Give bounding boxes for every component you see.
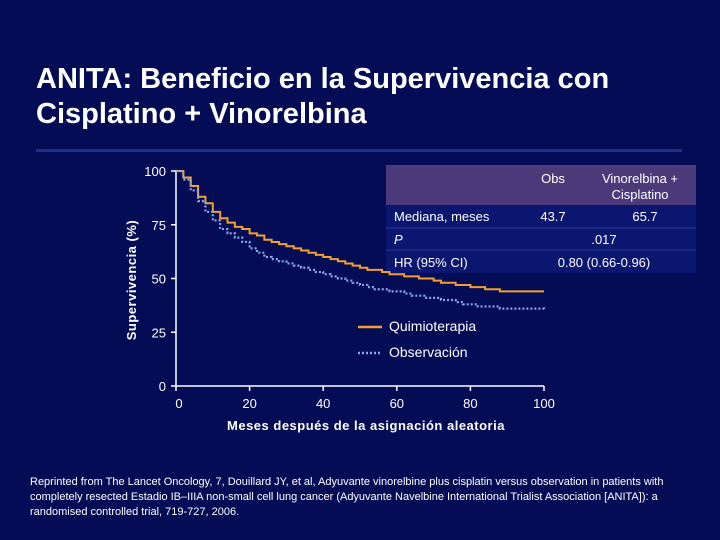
chart-series xyxy=(176,169,546,311)
y-tick-label: 0 xyxy=(159,379,166,394)
x-tick-label: 60 xyxy=(390,396,404,411)
y-tick-label: 50 xyxy=(152,272,166,287)
x-axis-label: Meses después de la asignación aleatoria xyxy=(227,418,505,433)
footnote: Reprinted from The Lancet Oncology, 7, D… xyxy=(30,476,664,518)
slide-title: ANITA: Beneficio en la Supervivencia con… xyxy=(36,62,696,132)
x-tick-label: 20 xyxy=(242,396,256,411)
table-header-obs: Obs xyxy=(541,171,565,186)
title-line-1: ANITA: Beneficio en la Supervivencia con xyxy=(36,63,610,95)
title-line-2: Cisplatino + Vinorelbina xyxy=(36,98,367,130)
x-tick-label: 80 xyxy=(463,396,477,411)
x-tick-label: 0 xyxy=(175,396,182,411)
chart-axes: 0 25 50 75 100 0 20 40 60 80 100 Meses después de l… xyxy=(124,164,555,433)
y-tick-label: 25 xyxy=(152,325,166,340)
legend-label: Observación xyxy=(389,344,468,360)
table-row-label: HR (95% CI) xyxy=(394,255,468,270)
series-quimioterapia-line xyxy=(176,170,544,293)
table-row-span-value: 0.80 (0.66-0.96) xyxy=(558,255,651,270)
series-observacion-line xyxy=(176,169,546,311)
table-row-label: Mediana, meses xyxy=(394,209,490,224)
table-row-obs-value: 43.7 xyxy=(540,209,565,224)
x-tick-label: 100 xyxy=(533,396,555,411)
table-row-vino-value: 65.7 xyxy=(632,209,657,224)
table-row-span-value: .017 xyxy=(591,232,616,247)
y-tick-label: 75 xyxy=(152,218,166,233)
table-row-label: P xyxy=(394,232,403,247)
legend-label: Quimioterapia xyxy=(389,318,476,334)
title-divider xyxy=(36,149,682,152)
table-header-vino: Vinorelbina + Cisplatino xyxy=(602,171,678,202)
y-tick-label: 100 xyxy=(144,164,166,179)
x-tick-label: 40 xyxy=(316,396,330,411)
y-axis-label: Supervivencia (%) xyxy=(124,220,139,341)
stats-table: Obs Vinorelbina + Cisplatino Mediana, meses… xyxy=(386,165,696,273)
chart-legend: Quimioterapia Observación xyxy=(358,318,476,360)
table-body-bg xyxy=(386,205,696,273)
table-header-bg xyxy=(386,165,696,205)
